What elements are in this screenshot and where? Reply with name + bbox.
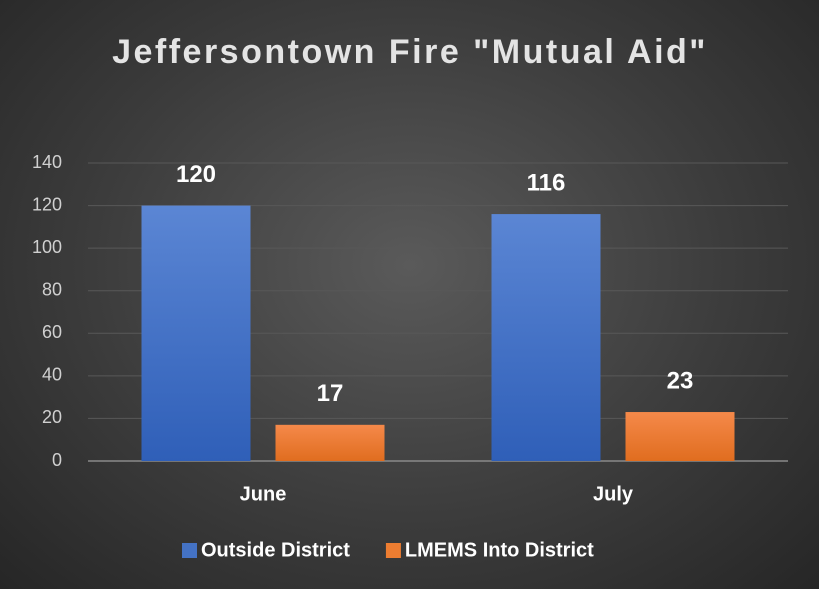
x-tick-label: June	[240, 483, 287, 505]
y-tick-label: 0	[52, 450, 62, 470]
data-label: 120	[176, 161, 216, 188]
legend-label: LMEMS Into District	[405, 539, 594, 561]
y-tick-label: 140	[32, 152, 62, 172]
y-tick-label: 20	[42, 407, 62, 427]
y-tick-label: 40	[42, 365, 62, 385]
x-tick-label: July	[593, 483, 634, 505]
y-tick-label: 120	[32, 194, 62, 214]
chart-title: Jeffersontown Fire "Mutual Aid"	[112, 33, 708, 71]
y-tick-label: 100	[32, 237, 62, 257]
y-tick-label: 80	[42, 279, 62, 299]
data-label: 116	[527, 169, 566, 196]
y-tick-label: 60	[42, 322, 62, 342]
legend-label: Outside District	[201, 539, 350, 561]
bar	[625, 412, 735, 461]
bar	[491, 214, 601, 461]
bar	[141, 205, 251, 461]
data-label: 23	[667, 367, 694, 394]
legend-swatch	[182, 543, 197, 558]
legend-swatch	[385, 543, 401, 558]
data-label: 17	[317, 380, 344, 407]
bar	[275, 424, 385, 461]
